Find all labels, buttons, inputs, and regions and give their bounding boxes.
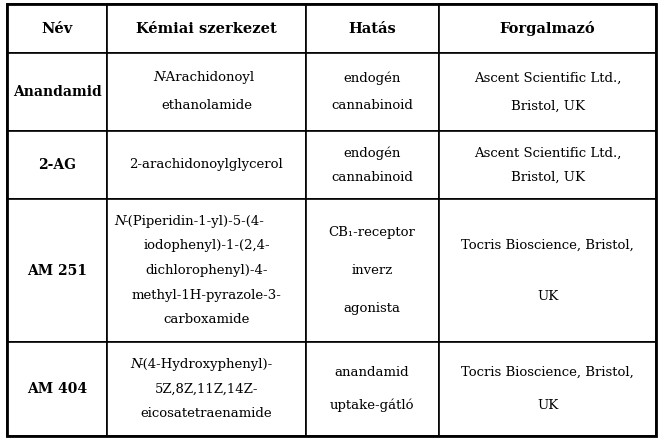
Text: AM 251: AM 251 (27, 264, 87, 278)
Bar (306, 131, 439, 199)
Bar (439, 131, 656, 199)
Text: N: N (130, 358, 141, 371)
Text: dichlorophenyl)-4-: dichlorophenyl)-4- (145, 264, 268, 277)
Text: Kémiai szerkezet: Kémiai szerkezet (136, 22, 276, 36)
Text: -Arachidonoyl: -Arachidonoyl (161, 71, 255, 84)
Bar (7, 4, 107, 53)
Text: uptake-gátló: uptake-gátló (330, 399, 414, 412)
Text: eicosatetraenamide: eicosatetraenamide (141, 407, 272, 420)
Text: Ascent Scientific Ltd.,: Ascent Scientific Ltd., (474, 147, 621, 159)
Text: endogén: endogén (343, 146, 401, 160)
Text: Ascent Scientific Ltd.,: Ascent Scientific Ltd., (474, 71, 621, 84)
Text: -(Piperidin-1-yl)-5-(4-: -(Piperidin-1-yl)-5-(4- (123, 215, 264, 227)
Bar (439, 342, 656, 436)
Text: carboxamide: carboxamide (163, 313, 249, 326)
Text: methyl-1H-pyrazole-3-: methyl-1H-pyrazole-3- (131, 289, 281, 302)
Text: ethanolamide: ethanolamide (161, 99, 252, 112)
Bar (7, 131, 107, 199)
Bar (306, 4, 439, 53)
Text: agonista: agonista (343, 302, 400, 315)
Text: UK: UK (537, 290, 558, 303)
Bar (7, 53, 107, 131)
Text: CB₁-receptor: CB₁-receptor (329, 226, 416, 239)
Text: 2-arachidonoylglycerol: 2-arachidonoylglycerol (129, 158, 283, 172)
Bar (107, 53, 306, 131)
Bar (107, 342, 306, 436)
Text: anandamid: anandamid (335, 366, 410, 379)
Text: Forgalmazó: Forgalmazó (500, 21, 595, 36)
Text: Hatás: Hatás (348, 22, 396, 36)
Bar (107, 131, 306, 199)
Text: 2-AG: 2-AG (38, 158, 76, 172)
Text: N: N (115, 215, 126, 227)
Text: Bristol, UK: Bristol, UK (511, 171, 585, 183)
Bar (439, 4, 656, 53)
Text: iodophenyl)-1-(2,4-: iodophenyl)-1-(2,4- (143, 239, 270, 252)
Bar (439, 53, 656, 131)
Bar (7, 342, 107, 436)
Text: Bristol, UK: Bristol, UK (511, 99, 585, 112)
Bar (107, 199, 306, 342)
Bar (306, 342, 439, 436)
Bar (306, 53, 439, 131)
Text: 5Z,8Z,11Z,14Z-: 5Z,8Z,11Z,14Z- (154, 382, 258, 396)
Text: -(4-Hydroxyphenyl)-: -(4-Hydroxyphenyl)- (139, 358, 272, 371)
Text: UK: UK (537, 399, 558, 412)
Bar (306, 199, 439, 342)
Text: inverz: inverz (351, 264, 392, 277)
Bar (439, 199, 656, 342)
Text: cannabinoid: cannabinoid (332, 171, 413, 183)
Text: Név: Név (41, 22, 73, 36)
Text: Anandamid: Anandamid (13, 85, 101, 99)
Text: Tocris Bioscience, Bristol,: Tocris Bioscience, Bristol, (461, 238, 634, 251)
Text: N: N (153, 71, 164, 84)
Text: endogén: endogén (343, 71, 401, 84)
Bar (107, 4, 306, 53)
Text: AM 404: AM 404 (27, 382, 87, 396)
Text: Tocris Bioscience, Bristol,: Tocris Bioscience, Bristol, (461, 366, 634, 379)
Text: cannabinoid: cannabinoid (332, 99, 413, 112)
Bar (7, 199, 107, 342)
